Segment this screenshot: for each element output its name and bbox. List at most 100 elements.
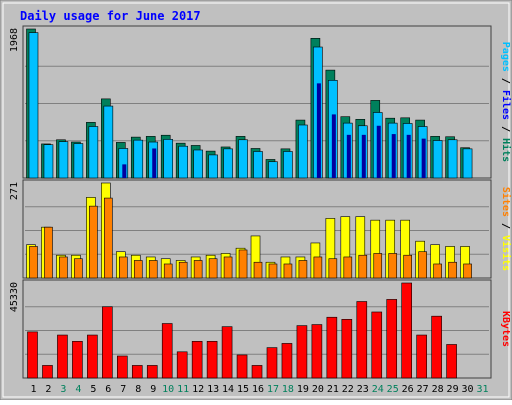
bar-sites-day-3 bbox=[59, 256, 68, 279]
bar-sites-day-7 bbox=[119, 256, 128, 279]
bar-sites-day-11 bbox=[178, 261, 188, 279]
x-tick-label-day-8: 8 bbox=[135, 384, 141, 395]
bar-files-day-13 bbox=[208, 154, 218, 179]
bar-files-day-3 bbox=[58, 141, 69, 179]
bar-kbytes-day-7 bbox=[117, 355, 128, 379]
bar-sites-day-30 bbox=[463, 263, 472, 279]
x-tick-label-day-9: 9 bbox=[150, 384, 156, 395]
side-legend-part: Sites bbox=[500, 187, 512, 217]
bar-sites-day-17 bbox=[268, 263, 278, 279]
bar-sites-day-28 bbox=[433, 263, 442, 279]
x-tick-label-day-15: 15 bbox=[237, 384, 249, 395]
bar-sites-day-5 bbox=[89, 205, 98, 279]
x-tick-label-day-5: 5 bbox=[90, 384, 96, 395]
side-legend: Sites / Visits bbox=[500, 187, 512, 271]
bar-kbytes-day-23 bbox=[356, 301, 368, 379]
bar-kbytes-day-26 bbox=[401, 282, 412, 379]
x-tick-label-day-13: 13 bbox=[207, 384, 219, 395]
bar-sites-day-14 bbox=[223, 256, 233, 279]
x-tick-label-day-7: 7 bbox=[120, 384, 126, 395]
bar-pages-day-9 bbox=[152, 148, 157, 178]
x-tick-label-day-29: 29 bbox=[447, 384, 459, 395]
bar-kbytes-day-4 bbox=[72, 341, 83, 379]
x-tick-label-day-30: 30 bbox=[462, 384, 474, 395]
bar-files-day-2 bbox=[43, 144, 54, 179]
bar-files-day-30 bbox=[462, 148, 473, 179]
bar-files-day-15 bbox=[238, 139, 248, 179]
bar-sites-day-19 bbox=[298, 260, 308, 279]
bar-pages-day-24 bbox=[376, 125, 381, 178]
bar-sites-day-24 bbox=[373, 253, 383, 279]
bar-kbytes-day-12 bbox=[191, 341, 203, 379]
bar-kbytes-day-3 bbox=[57, 334, 68, 379]
bar-kbytes-day-28 bbox=[431, 315, 442, 379]
bar-files-day-6 bbox=[103, 105, 114, 179]
x-tick-label-day-12: 12 bbox=[192, 384, 204, 395]
bar-kbytes-day-13 bbox=[206, 341, 218, 379]
bar-sites-day-21 bbox=[328, 258, 338, 279]
bar-sites-day-20 bbox=[313, 256, 323, 279]
x-tick-label-day-22: 22 bbox=[342, 384, 354, 395]
bar-sites-day-23 bbox=[358, 254, 368, 279]
bar-files-day-8 bbox=[133, 139, 144, 179]
bar-kbytes-day-18 bbox=[281, 343, 293, 379]
bar-kbytes-day-11 bbox=[176, 351, 188, 379]
x-tick-label-day-18: 18 bbox=[282, 384, 294, 395]
bar-kbytes-day-25 bbox=[386, 299, 398, 379]
side-legend-part: Visits bbox=[500, 235, 512, 271]
side-legend-part: KBytes bbox=[500, 311, 511, 347]
bar-sites-day-13 bbox=[208, 258, 218, 279]
x-tick-label-day-20: 20 bbox=[312, 384, 324, 395]
side-legend-part: Hits bbox=[500, 138, 512, 162]
bar-sites-day-2 bbox=[44, 226, 53, 279]
x-tick-label-day-6: 6 bbox=[105, 384, 111, 395]
x-tick-label-day-11: 11 bbox=[177, 384, 189, 395]
panel-background bbox=[22, 279, 492, 379]
bar-files-day-18 bbox=[283, 151, 293, 179]
y-max-label: 45330 bbox=[9, 282, 20, 312]
bar-sites-day-27 bbox=[418, 251, 427, 279]
y-max-label: 1968 bbox=[9, 28, 20, 52]
x-tick-label-day-10: 10 bbox=[162, 384, 174, 395]
bar-files-day-16 bbox=[253, 151, 263, 179]
bar-pages-day-21 bbox=[331, 114, 336, 178]
bar-kbytes-day-6 bbox=[102, 306, 113, 379]
bar-pages-day-20 bbox=[316, 83, 321, 178]
bar-kbytes-day-8 bbox=[131, 365, 143, 379]
x-tick-label-day-23: 23 bbox=[357, 384, 369, 395]
bar-kbytes-day-22 bbox=[341, 319, 353, 379]
bars-kbytes bbox=[27, 282, 457, 379]
bar-kbytes-day-16 bbox=[251, 365, 263, 379]
bar-sites-day-26 bbox=[403, 254, 412, 279]
bar-pages-day-25 bbox=[391, 134, 396, 178]
x-tick-label-day-25: 25 bbox=[387, 384, 399, 395]
side-legend-part: Pages bbox=[500, 42, 511, 72]
bar-kbytes-day-2 bbox=[42, 365, 53, 379]
bar-kbytes-day-1 bbox=[27, 331, 38, 379]
bar-kbytes-day-27 bbox=[416, 334, 427, 379]
bar-sites-day-8 bbox=[133, 260, 143, 279]
bar-files-day-19 bbox=[298, 124, 308, 179]
bar-kbytes-day-20 bbox=[311, 324, 323, 379]
panels-layer: 1968 Pages / Files / Hits 271 Sites / Visit… bbox=[9, 25, 512, 379]
bar-files-day-12 bbox=[193, 149, 203, 179]
x-tick-label-day-1: 1 bbox=[30, 384, 36, 395]
bar-sites-day-22 bbox=[343, 256, 353, 279]
bar-files-day-14 bbox=[223, 148, 233, 179]
bar-pages-day-7 bbox=[122, 164, 127, 178]
x-tick-label-day-19: 19 bbox=[297, 384, 309, 395]
bar-kbytes-day-5 bbox=[87, 334, 98, 379]
x-tick-label-day-3: 3 bbox=[60, 384, 66, 395]
chart-title: Daily usage for June 2017 bbox=[20, 9, 201, 23]
bar-pages-day-23 bbox=[361, 134, 366, 178]
side-legend-part: / bbox=[500, 217, 511, 235]
bar-pages-day-27 bbox=[421, 138, 426, 178]
bar-sites-day-16 bbox=[253, 261, 263, 279]
x-axis: 1 2 3 4 5 6 7 8 9 10 11 12 13 14 15 16 17 18 19 20 21 22 23 24 2… bbox=[30, 384, 488, 395]
x-tick-label-day-14: 14 bbox=[222, 384, 234, 395]
bar-kbytes-day-17 bbox=[266, 347, 278, 379]
bar-sites-day-9 bbox=[148, 260, 158, 279]
bar-sites-day-6 bbox=[104, 197, 113, 279]
x-tick-label-day-21: 21 bbox=[327, 384, 339, 395]
